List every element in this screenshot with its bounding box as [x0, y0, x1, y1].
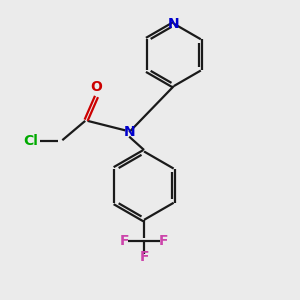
Text: F: F [139, 250, 149, 264]
Text: O: O [91, 80, 102, 94]
Text: F: F [120, 234, 130, 248]
Text: N: N [123, 125, 135, 139]
Text: N: N [168, 17, 180, 31]
Text: Cl: Cl [24, 134, 38, 148]
Text: F: F [159, 234, 168, 248]
